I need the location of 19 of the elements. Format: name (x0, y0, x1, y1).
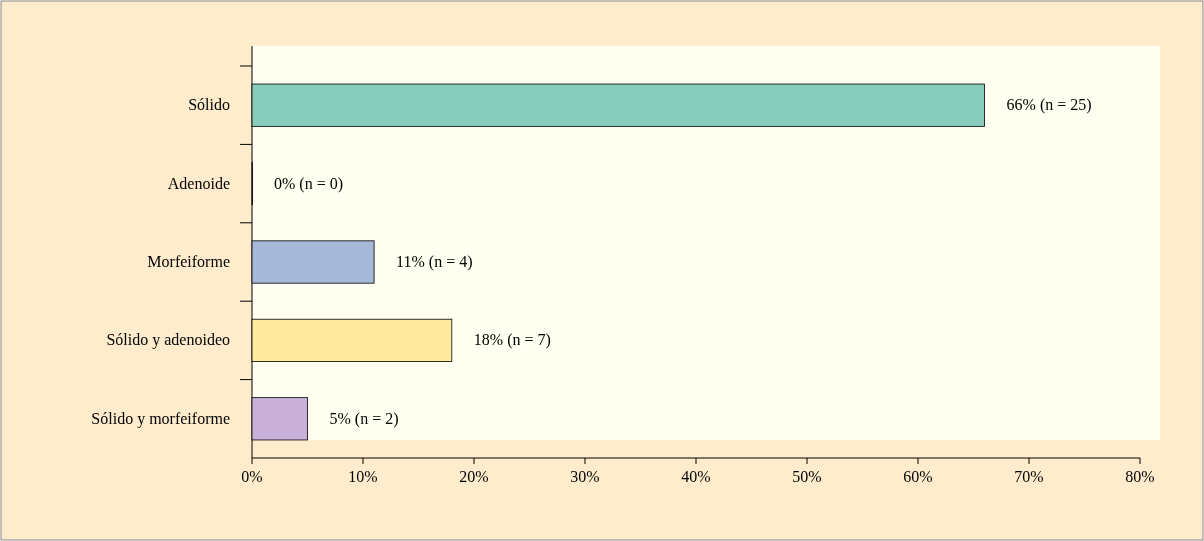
data-label: 11% (n = 4) (396, 253, 473, 271)
x-tick-label: 50% (792, 468, 822, 485)
data-label: 66% (n = 25) (1006, 96, 1092, 115)
x-tick-label: 80% (1125, 468, 1155, 485)
data-label: 5% (n = 2) (329, 409, 399, 428)
y-tick-label: Morfeiforme (147, 253, 230, 270)
y-tick-label: Sólido y morfeiforme (91, 409, 230, 428)
x-tick-label: 40% (681, 468, 711, 485)
y-tick-label: Adenoide (167, 174, 230, 192)
y-tick-label: Sólido y adenoideo (106, 331, 230, 350)
x-tick-label: 70% (1014, 468, 1044, 485)
x-tick-label: 10% (348, 468, 378, 485)
x-tick-label: 60% (903, 468, 933, 485)
data-label: 18% (n = 7) (473, 331, 551, 350)
x-tick-label: 20% (459, 468, 489, 485)
y-tick-label: Sólido (188, 96, 230, 114)
data-label: 0% (n = 0) (274, 174, 344, 193)
x-tick-label: 0% (241, 468, 263, 485)
x-tick-label: 30% (570, 468, 600, 485)
